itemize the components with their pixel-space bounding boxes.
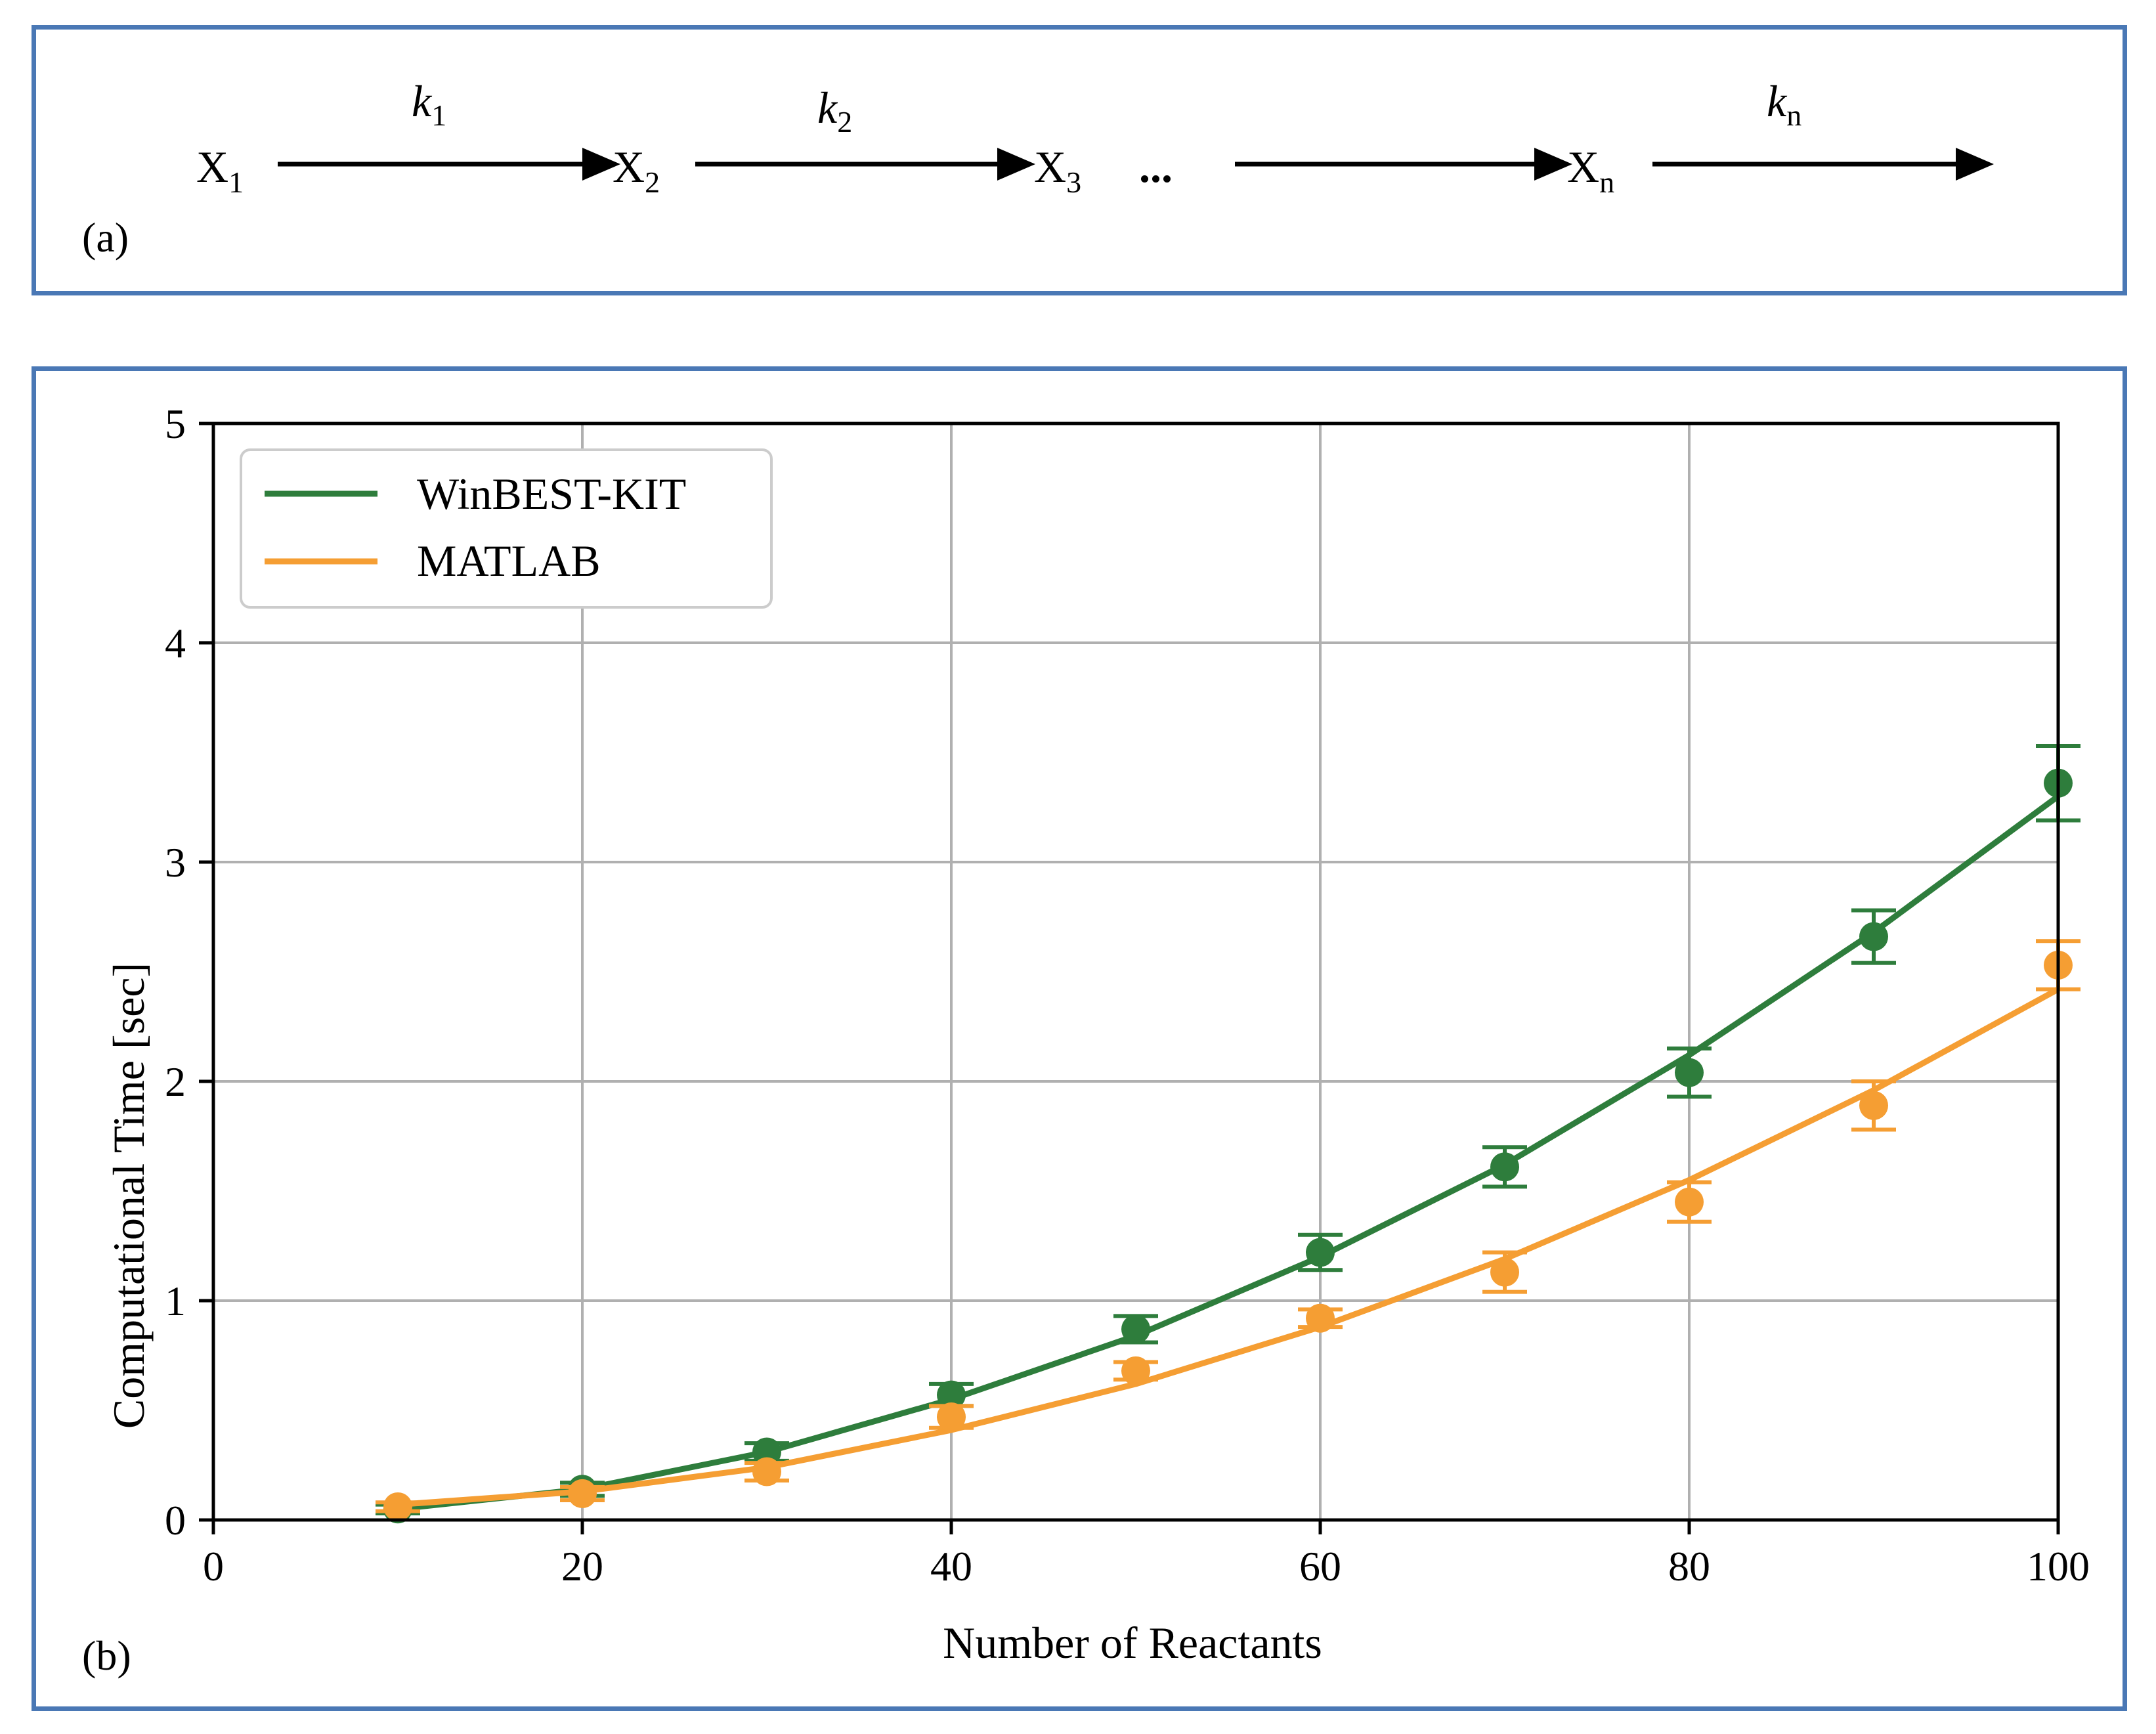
reaction-arrow-3 — [1235, 148, 1572, 181]
svg-text:kn: kn — [1767, 76, 1801, 132]
x-tick-label: 100 — [2027, 1543, 2090, 1590]
species-xn: Xn — [1567, 142, 1614, 199]
data-point-matlab — [568, 1479, 597, 1508]
rate-constant-k1: k1 — [412, 76, 446, 132]
svg-text:Xn: Xn — [1567, 142, 1614, 199]
species-subscript: 1 — [228, 165, 244, 199]
y-tick-label: 3 — [165, 839, 186, 886]
legend-box — [240, 448, 773, 609]
species-x3: X3 — [1034, 142, 1081, 199]
data-point-winbest-kit — [1859, 922, 1888, 951]
axis-ticks: 0 20 40 60 80 100 0 1 2 3 4 5 — [165, 401, 2090, 1590]
rate-subscript: n — [1786, 98, 1801, 132]
y-tick-label: 0 — [165, 1497, 186, 1544]
x-tick-label: 20 — [561, 1543, 603, 1590]
panel-b-label: (b) — [82, 1632, 131, 1679]
species-subscript: n — [1599, 165, 1614, 199]
rate-subscript: 2 — [837, 105, 852, 139]
svg-text:X1: X1 — [196, 142, 244, 199]
data-point-matlab — [1121, 1356, 1150, 1385]
x-tick-label: 60 — [1299, 1543, 1341, 1590]
rate-constant-k2: k2 — [817, 83, 852, 139]
x-tick-label: 40 — [930, 1543, 972, 1590]
data-point-matlab — [383, 1492, 412, 1521]
y-axis-title: Computational Time [sec] — [104, 963, 154, 1429]
svg-text:X2: X2 — [613, 142, 660, 199]
species-x1: X1 — [196, 142, 244, 199]
data-point-winbest-kit — [1306, 1238, 1335, 1267]
species-base: X — [1567, 142, 1599, 192]
y-tick-label: 4 — [165, 620, 186, 666]
rate-constant-kn: kn — [1767, 76, 1801, 132]
species-subscript: 3 — [1066, 165, 1081, 199]
panel-a-label: (a) — [82, 214, 129, 261]
data-point-matlab — [1675, 1187, 1704, 1217]
species-base: X — [1034, 142, 1066, 192]
x-tick-label: 80 — [1668, 1543, 1710, 1590]
x-axis-title: Number of Reactants — [943, 1618, 1322, 1668]
fit-line-winbest-kit — [397, 794, 2060, 1512]
data-point-matlab — [1306, 1303, 1335, 1333]
data-point-winbest-kit — [1675, 1058, 1704, 1087]
data-point-matlab — [1490, 1257, 1519, 1287]
data-series — [376, 743, 2081, 1524]
data-point-matlab — [937, 1402, 966, 1432]
data-point-winbest-kit — [937, 1380, 966, 1410]
y-tick-label: 1 — [165, 1278, 186, 1324]
species-base: X — [196, 142, 228, 192]
computation-time-chart: 0 20 40 60 80 100 0 1 2 3 4 5 Number of Reactants C… — [82, 401, 2090, 1679]
series-matlab — [376, 939, 2081, 1521]
data-point-winbest-kit — [752, 1437, 781, 1467]
reaction-arrow-n — [1652, 148, 1994, 181]
legend: WinBEST-KIT MATLAB — [240, 448, 773, 609]
rate-subscript: 1 — [431, 98, 446, 132]
fit-line-matlab — [397, 986, 2060, 1508]
plot-frame — [211, 422, 2060, 1522]
reaction-arrow-1 — [278, 148, 620, 181]
legend-label-matlab: MATLAB — [417, 536, 601, 586]
y-tick-label: 2 — [165, 1058, 186, 1105]
data-point-matlab — [1859, 1091, 1888, 1120]
data-point-winbest-kit — [1121, 1314, 1150, 1344]
data-point-matlab — [752, 1457, 781, 1486]
legend-label-winbest: WinBEST-KIT — [417, 469, 686, 519]
reaction-scheme-diagram: X1 X2 X3 ... Xn k1 — [82, 76, 1994, 261]
data-point-winbest-kit — [1490, 1152, 1519, 1182]
reaction-scheme-panel: X1 X2 X3 ... Xn k1 — [32, 25, 2127, 295]
rate-base: k — [412, 76, 433, 126]
rate-base: k — [817, 83, 838, 133]
svg-text:k1: k1 — [412, 76, 446, 132]
species-base: X — [613, 142, 645, 192]
computation-time-chart-panel: 0 20 40 60 80 100 0 1 2 3 4 5 Number of Reactants C… — [32, 366, 2127, 1711]
reaction-arrow-2 — [695, 148, 1035, 181]
rate-base: k — [1767, 76, 1788, 126]
species-x2: X2 — [613, 142, 660, 199]
x-tick-label: 0 — [203, 1543, 224, 1590]
chain-ellipsis: ... — [1139, 142, 1173, 192]
y-tick-label: 5 — [165, 401, 186, 447]
svg-text:k2: k2 — [817, 83, 852, 139]
svg-text:X3: X3 — [1034, 142, 1081, 199]
species-subscript: 2 — [645, 165, 660, 199]
